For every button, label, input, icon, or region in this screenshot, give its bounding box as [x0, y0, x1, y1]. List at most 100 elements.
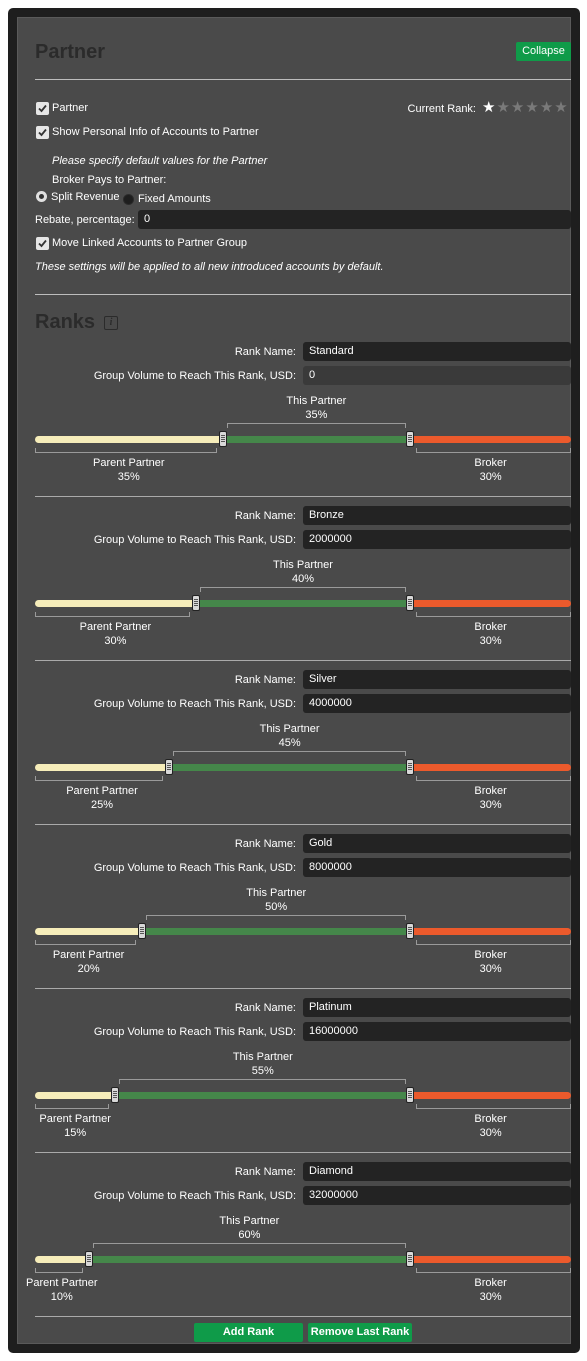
this-partner-percent: 40% — [291, 573, 315, 585]
star-filled-icon: ★ — [482, 98, 496, 116]
broker-segment — [408, 764, 571, 771]
broker-percent: 30% — [479, 471, 502, 483]
parent-partner-bracket — [35, 776, 163, 781]
parent-partner-label: Parent Partner — [26, 1277, 98, 1289]
broker-label: Broker — [474, 785, 507, 797]
rank-name-label: Rank Name: — [234, 1166, 296, 1178]
rank-name-input[interactable]: Bronze — [303, 506, 571, 525]
group-volume-input[interactable]: 8000000 — [303, 858, 571, 877]
parent-split-handle[interactable] — [111, 1087, 120, 1103]
parent-split-handle[interactable] — [191, 595, 200, 611]
rank-block: Rank Name: Diamond Group Volume to Reach T… — [18, 1160, 572, 1324]
collapse-button[interactable]: Collapse — [516, 42, 571, 61]
checkmark-icon — [38, 239, 47, 248]
parent-partner-percent: 15% — [64, 1127, 87, 1139]
rank-name-input[interactable]: Gold — [303, 834, 571, 853]
rank-block: Rank Name: Gold Group Volume to Reach This… — [18, 832, 572, 996]
rank-name-input[interactable]: Standard — [303, 342, 571, 361]
parent-partner-label: Parent Partner — [93, 457, 165, 469]
group-volume-input[interactable]: 2000000 — [303, 530, 571, 549]
parent-partner-percent: 10% — [50, 1291, 73, 1303]
broker-split-handle[interactable] — [406, 1087, 415, 1103]
info-icon[interactable]: i — [104, 316, 118, 330]
group-volume-label: Group Volume to Reach This Rank, USD: — [93, 698, 296, 710]
group-volume-label: Group Volume to Reach This Rank, USD: — [93, 862, 296, 874]
parent-partner-bracket — [35, 940, 137, 945]
group-volume-label: Group Volume to Reach This Rank, USD: — [93, 1026, 296, 1038]
group-volume-label: Group Volume to Reach This Rank, USD: — [93, 534, 296, 546]
broker-segment — [408, 436, 571, 443]
parent-partner-segment — [35, 600, 198, 607]
split-revenue-radio[interactable] — [36, 191, 47, 202]
this-partner-segment — [115, 1092, 411, 1099]
this-partner-segment — [142, 928, 411, 935]
broker-split-handle[interactable] — [406, 1251, 415, 1267]
fixed-amounts-radio[interactable] — [123, 194, 134, 205]
broker-split-handle[interactable] — [406, 923, 415, 939]
group-volume-input[interactable]: 32000000 — [303, 1186, 571, 1205]
this-partner-percent: 45% — [278, 737, 301, 749]
broker-percent: 30% — [479, 1127, 502, 1139]
this-partner-bracket — [173, 751, 407, 756]
parent-split-handle[interactable] — [218, 431, 227, 447]
rank-name-input[interactable]: Platinum — [303, 998, 571, 1017]
parent-partner-segment — [35, 1256, 91, 1263]
broker-percent: 30% — [479, 963, 502, 975]
rank-name-input[interactable]: Silver — [303, 670, 571, 689]
this-partner-label: This Partner — [273, 559, 333, 571]
rank-name-label: Rank Name: — [234, 674, 296, 686]
rank-divider — [35, 496, 571, 497]
rank-name-input[interactable]: Diamond — [303, 1162, 571, 1181]
parent-partner-bracket — [35, 612, 190, 617]
rank-block: Rank Name: Standard Group Volume to Reach … — [18, 340, 572, 504]
broker-split-handle[interactable] — [406, 759, 415, 775]
rebate-input[interactable]: 0 — [138, 210, 571, 229]
parent-split-handle[interactable] — [84, 1251, 93, 1267]
broker-label: Broker — [474, 949, 507, 961]
this-partner-bracket — [146, 915, 407, 920]
parent-partner-segment — [35, 436, 225, 443]
broker-segment — [408, 600, 571, 607]
rank-name-label: Rank Name: — [234, 346, 296, 358]
broker-percent: 30% — [479, 1291, 502, 1303]
broker-bracket — [416, 1268, 571, 1273]
parent-partner-percent: 30% — [104, 635, 127, 647]
move-linked-checkbox[interactable] — [36, 237, 49, 250]
parent-partner-bracket — [35, 1268, 83, 1273]
show-personal-info-label: Show Personal Info of Accounts to Partne… — [52, 126, 259, 138]
partner-checkbox-label: Partner — [52, 102, 89, 114]
broker-pays-label: Broker Pays to Partner: — [52, 174, 167, 186]
partner-panel-body: Partner Collapse Partner Current Rank: ★… — [17, 17, 571, 1344]
this-partner-segment — [169, 764, 411, 771]
parent-partner-segment — [35, 764, 171, 771]
partner-checkbox[interactable] — [36, 102, 49, 115]
broker-split-handle[interactable] — [406, 431, 415, 447]
broker-bracket — [416, 1104, 571, 1109]
remove-last-rank-button[interactable]: Remove Last Rank — [308, 1323, 412, 1342]
star-empty-icon: ★ — [525, 98, 539, 116]
show-personal-info-checkbox[interactable] — [36, 126, 49, 139]
parent-split-handle[interactable] — [165, 759, 173, 775]
star-empty-icon: ★ — [539, 98, 554, 116]
parent-partner-label: Parent Partner — [66, 785, 138, 797]
parent-partner-segment — [35, 928, 145, 935]
broker-split-handle[interactable] — [406, 595, 415, 611]
rank-divider — [35, 1152, 571, 1153]
current-rank-label: Current Rank: — [407, 103, 476, 115]
parent-split-handle[interactable] — [138, 923, 147, 939]
broker-segment — [408, 1092, 571, 1099]
this-partner-label: This Partner — [286, 395, 347, 407]
this-partner-percent: 60% — [238, 1229, 261, 1241]
broker-bracket — [416, 940, 571, 945]
add-rank-button[interactable]: Add Rank — [194, 1323, 303, 1342]
this-partner-percent: 55% — [251, 1065, 274, 1077]
group-volume-input[interactable]: 16000000 — [303, 1022, 571, 1041]
move-linked-label: Move Linked Accounts to Partner Group — [52, 237, 248, 249]
rank-name-label: Rank Name: — [234, 510, 296, 522]
checkmark-icon — [38, 104, 47, 113]
ranks-title: Ranks — [35, 311, 96, 333]
default-values-note: Please specify default values for the Pa… — [52, 155, 268, 167]
this-partner-bracket — [199, 587, 407, 592]
group-volume-input[interactable]: 4000000 — [303, 694, 571, 713]
rank-divider — [35, 824, 571, 825]
